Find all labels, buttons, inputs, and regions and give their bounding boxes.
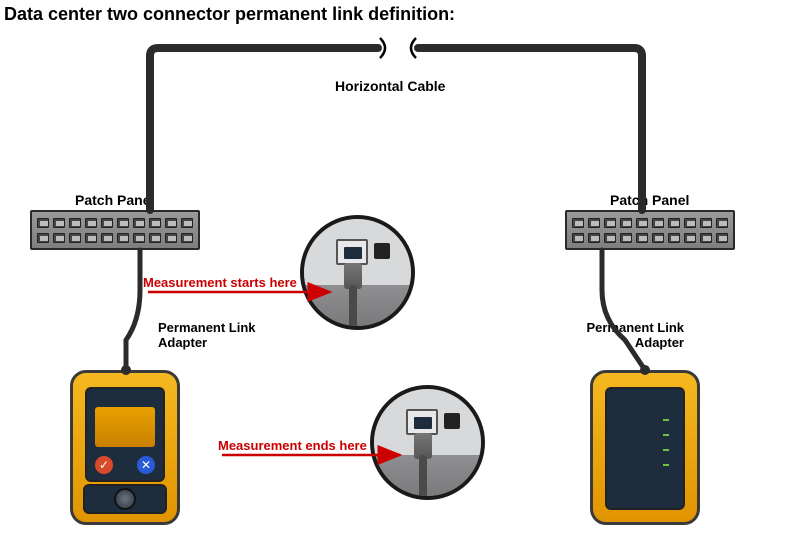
port — [684, 218, 696, 228]
port — [588, 233, 600, 243]
left-patch-panel-label: Patch Panel — [75, 192, 154, 208]
tester-body — [590, 370, 700, 525]
port — [716, 233, 728, 243]
tester-bottom-panel — [83, 484, 167, 514]
left-patch-panel — [30, 210, 200, 250]
jack-icon — [374, 243, 390, 259]
port — [572, 218, 584, 228]
port — [716, 218, 728, 228]
port — [700, 233, 712, 243]
port — [604, 233, 616, 243]
jack-icon — [406, 409, 438, 435]
port — [652, 218, 664, 228]
port — [101, 233, 113, 243]
port — [684, 233, 696, 243]
port — [181, 218, 193, 228]
port — [101, 218, 113, 228]
adapter-label-line1: Permanent Link — [544, 320, 684, 335]
left-tester-main: ✕ — [70, 370, 180, 525]
inset-floor — [304, 285, 411, 326]
x-icon: ✕ — [137, 456, 155, 474]
port — [149, 218, 161, 228]
left-adapter-cable — [126, 250, 140, 370]
adapter-label-line1: Permanent Link — [158, 320, 256, 335]
cable-break-icon — [380, 38, 416, 58]
port — [620, 218, 632, 228]
led-icon — [663, 419, 669, 421]
port — [69, 233, 81, 243]
horizontal-cable-label: Horizontal Cable — [335, 78, 445, 94]
inset-measurement-start — [300, 215, 415, 330]
right-patch-panel-label: Patch Panel — [610, 192, 689, 208]
port — [53, 233, 65, 243]
port — [620, 233, 632, 243]
left-adapter-label: Permanent Link Adapter — [158, 320, 256, 350]
plug-cable — [349, 285, 357, 330]
led-icon — [663, 449, 669, 451]
right-adapter-cable — [602, 250, 645, 370]
port — [668, 233, 680, 243]
inset-floor — [374, 455, 481, 496]
port — [133, 233, 145, 243]
right-tester-remote — [590, 370, 700, 525]
port — [588, 218, 600, 228]
port-row — [37, 233, 193, 243]
plug-cable — [419, 455, 427, 500]
port — [165, 233, 177, 243]
port-row — [572, 218, 728, 228]
horizontal-cable-right — [418, 48, 642, 210]
port — [117, 218, 129, 228]
port-row — [572, 233, 728, 243]
port — [117, 233, 129, 243]
port — [165, 218, 177, 228]
port — [85, 218, 97, 228]
port — [636, 218, 648, 228]
led-icon — [663, 464, 669, 466]
port — [85, 233, 97, 243]
inset-measurement-end — [370, 385, 485, 500]
remote-screen — [605, 387, 685, 510]
measurement-start-callout: Measurement starts here — [143, 275, 297, 290]
dial-icon — [114, 488, 136, 510]
port — [69, 218, 81, 228]
jack-icon — [336, 239, 368, 265]
port — [668, 218, 680, 228]
tester-screen: ✕ — [85, 387, 165, 482]
port — [37, 233, 49, 243]
right-patch-panel — [565, 210, 735, 250]
jack-icon — [444, 413, 460, 429]
adapter-label-line2: Adapter — [158, 335, 256, 350]
measurement-end-callout: Measurement ends here — [218, 438, 367, 453]
port — [181, 233, 193, 243]
horizontal-cable-left — [150, 48, 378, 210]
port — [37, 218, 49, 228]
port — [636, 233, 648, 243]
tester-body: ✕ — [70, 370, 180, 525]
port-row — [37, 218, 193, 228]
port — [700, 218, 712, 228]
port — [604, 218, 616, 228]
port — [133, 218, 145, 228]
port — [53, 218, 65, 228]
port — [149, 233, 161, 243]
port — [652, 233, 664, 243]
right-adapter-label: Permanent Link Adapter — [544, 320, 684, 350]
diagram-title: Data center two connector permanent link… — [4, 4, 455, 25]
adapter-label-line2: Adapter — [544, 335, 684, 350]
led-icon — [663, 434, 669, 436]
port — [572, 233, 584, 243]
